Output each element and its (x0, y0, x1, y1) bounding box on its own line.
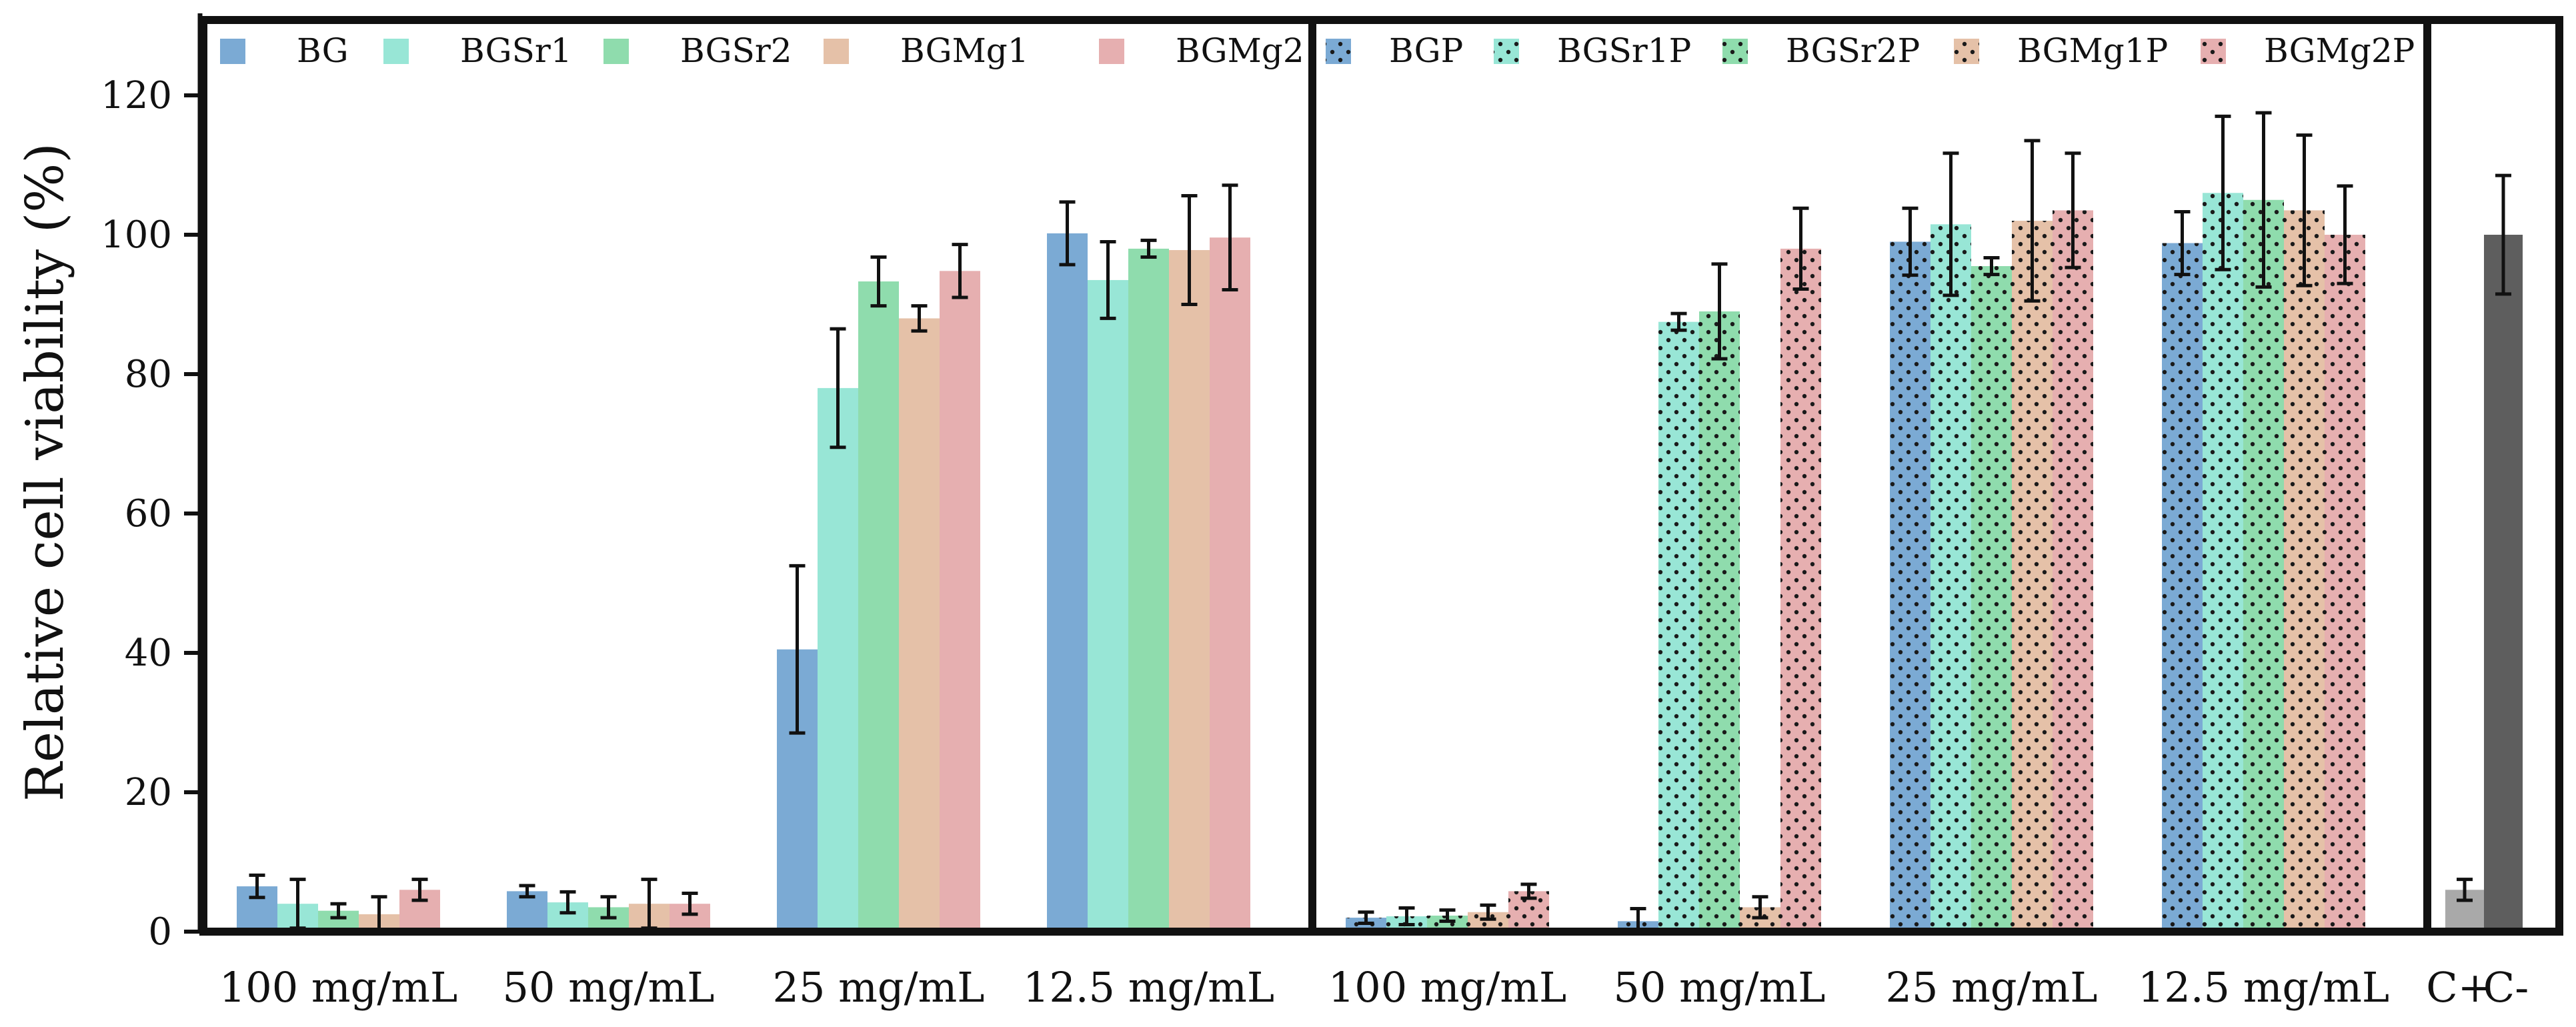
legend-label-bgsr2: BGSr2 (680, 31, 792, 70)
bar-bgp-12-5-mg-ml (2162, 243, 2203, 932)
y-tick-label-60: 60 (125, 492, 172, 536)
frame-layer (199, 16, 2563, 936)
x-cat-label-1-12-5-mg-ml: 12.5 mg/mL (2138, 963, 2389, 1012)
y-tick-label-20: 20 (125, 771, 172, 814)
legend-swatch-bgsr1 (383, 39, 409, 64)
bar-bgsr1p-12-5-mg-ml (2203, 193, 2243, 932)
legend-swatch-bgsr1p (1494, 39, 1519, 64)
legend-label-bg: BG (297, 31, 349, 70)
axes-layer (184, 13, 203, 934)
legend-label-bgmg1: BGMg1 (900, 31, 1029, 70)
y-tick-label-80: 80 (125, 353, 172, 396)
legend-label-bgmg2p: BGMg2P (2264, 31, 2415, 70)
y-tick-label-0: 0 (148, 910, 172, 954)
y-tick-label-40: 40 (125, 632, 172, 675)
x-cat-label-1-50-mg-ml: 50 mg/mL (1614, 963, 1826, 1012)
legend-swatch-bgp (1326, 39, 1351, 64)
legend-label-bgmg2: BGMg2 (1176, 31, 1304, 70)
bar-bgsr1p-50-mg-ml (1658, 321, 1699, 932)
legend-label-bgmg1p: BGMg1P (2017, 31, 2168, 70)
bar-bgsr2-12-5-mg-ml (1128, 248, 1169, 932)
x-cat-label-1-25-mg-ml: 25 mg/mL (1886, 963, 2098, 1012)
x-cat-label-control-1: C- (2483, 963, 2529, 1012)
legend-label-bgsr2p: BGSr2P (1786, 31, 1920, 70)
legend-swatch-bgsr2p (1722, 39, 1748, 64)
bar-bgmg1p-25-mg-ml (2012, 221, 2053, 932)
bar-bgmg1-12-5-mg-ml (1169, 249, 1210, 932)
bar-bgmg1p-12-5-mg-ml (2284, 210, 2325, 932)
x-cat-label-0-50-mg-ml: 50 mg/mL (503, 963, 715, 1012)
x-cat-label-0-25-mg-ml: 25 mg/mL (773, 963, 985, 1012)
legend-swatch-bgmg2p (2201, 39, 2226, 64)
x-cat-label-1-100-mg-ml: 100 mg/mL (1328, 963, 1566, 1012)
legend-swatch-bg (220, 39, 245, 64)
bar-bgmg2p-25-mg-ml (2053, 210, 2093, 932)
bar-bgmg1-25-mg-ml (899, 318, 940, 932)
bar-bgmg2p-12-5-mg-ml (2325, 235, 2365, 932)
bar-bgmg2-12-5-mg-ml (1210, 237, 1250, 932)
bar-bgsr1p-25-mg-ml (1930, 224, 1971, 932)
bar-bgmg2p-50-mg-ml (1780, 248, 1821, 932)
bar-bgp-25-mg-ml (1890, 241, 1930, 932)
bar-bgsr2p-12-5-mg-ml (2243, 199, 2284, 932)
y-tick-label-100: 100 (101, 213, 172, 257)
legend-label-bgp: BGP (1389, 31, 1463, 70)
legend-swatch-bgmg2 (1099, 39, 1124, 64)
bar-bgsr2-25-mg-ml (858, 281, 899, 932)
bar-bgmg2-25-mg-ml (940, 271, 980, 932)
legend-swatch-bgmg1p (1954, 39, 1979, 64)
y-tick-label-120: 120 (101, 74, 172, 117)
bar-control-c-minus (2484, 235, 2523, 932)
legend-swatch-bgmg1 (824, 39, 849, 64)
bar-bg-12-5-mg-ml (1047, 233, 1088, 932)
x-cat-label-0-12-5-mg-ml: 12.5 mg/mL (1023, 963, 1274, 1012)
y-axis-title: Relative cell viability (%) (15, 143, 75, 802)
labels-layer: 0 20 40 60 80 100 120 100 mg/mL 50 mg/mL 25 mg/mL… (101, 74, 2529, 1012)
legend-label-bgsr1: BGSr1 (460, 31, 572, 70)
legend-swatch-bgsr2 (603, 39, 629, 64)
legend-label-bgsr1p: BGSr1P (1557, 31, 1691, 70)
bar-bgsr1-12-5-mg-ml (1088, 279, 1128, 932)
x-cat-label-0-100-mg-ml: 100 mg/mL (219, 963, 457, 1012)
bar-bgsr2p-50-mg-ml (1699, 311, 1740, 932)
bars-layer (237, 193, 2523, 932)
legend-layer: BG BGSr1 BGSr2 BGMg1 BGMg2 BGP BGSr1P BGSr2P BGM… (220, 31, 2415, 70)
bar-bgsr1-25-mg-ml (818, 387, 858, 932)
error-bars-layer (249, 111, 2511, 934)
bar-bgsr2p-25-mg-ml (1971, 266, 2012, 932)
x-cat-label-control-0: C+ (2426, 963, 2492, 1012)
